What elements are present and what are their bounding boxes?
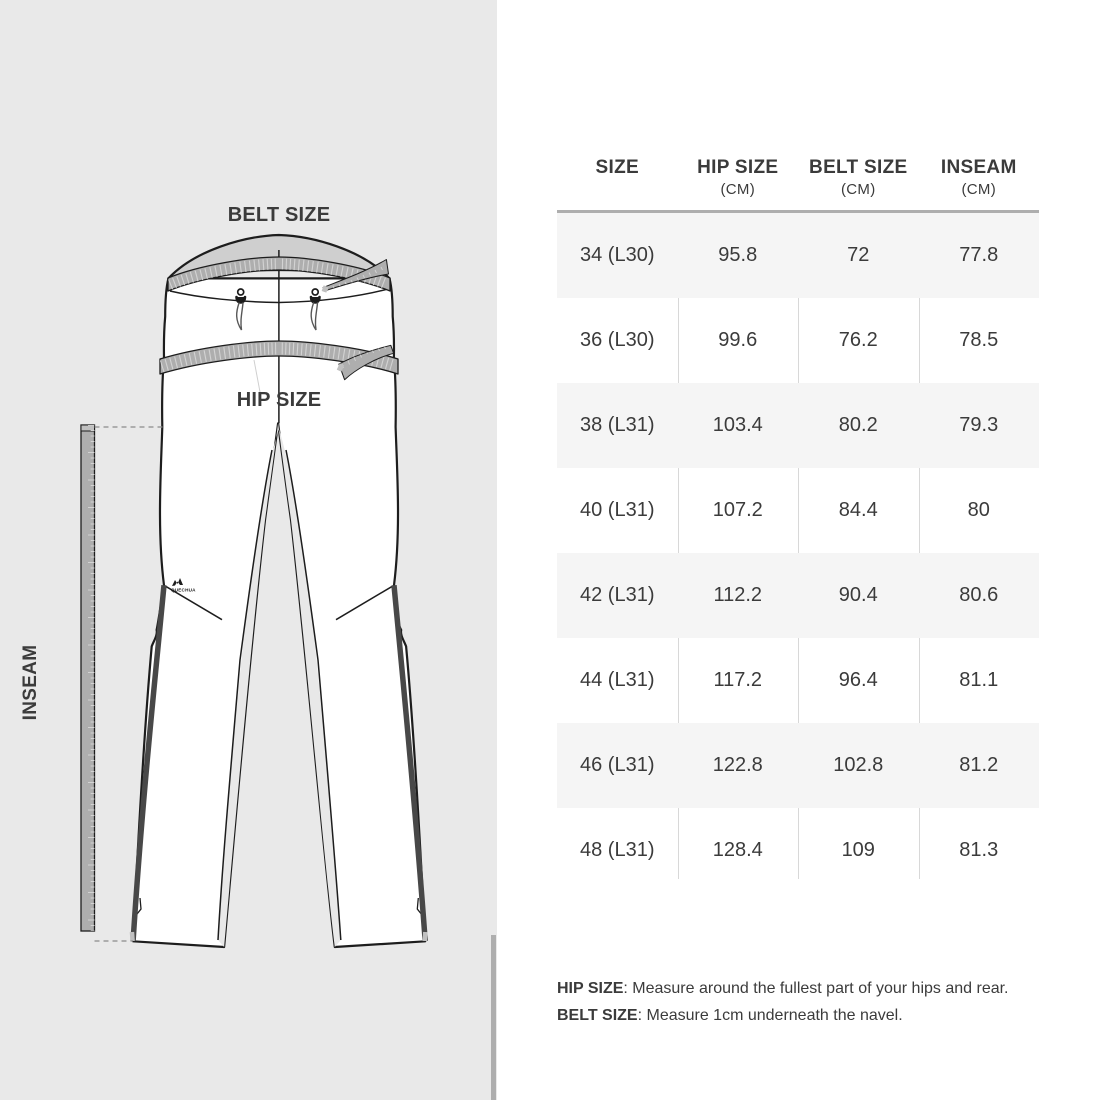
svg-text:QUECHUA: QUECHUA [171, 588, 196, 593]
